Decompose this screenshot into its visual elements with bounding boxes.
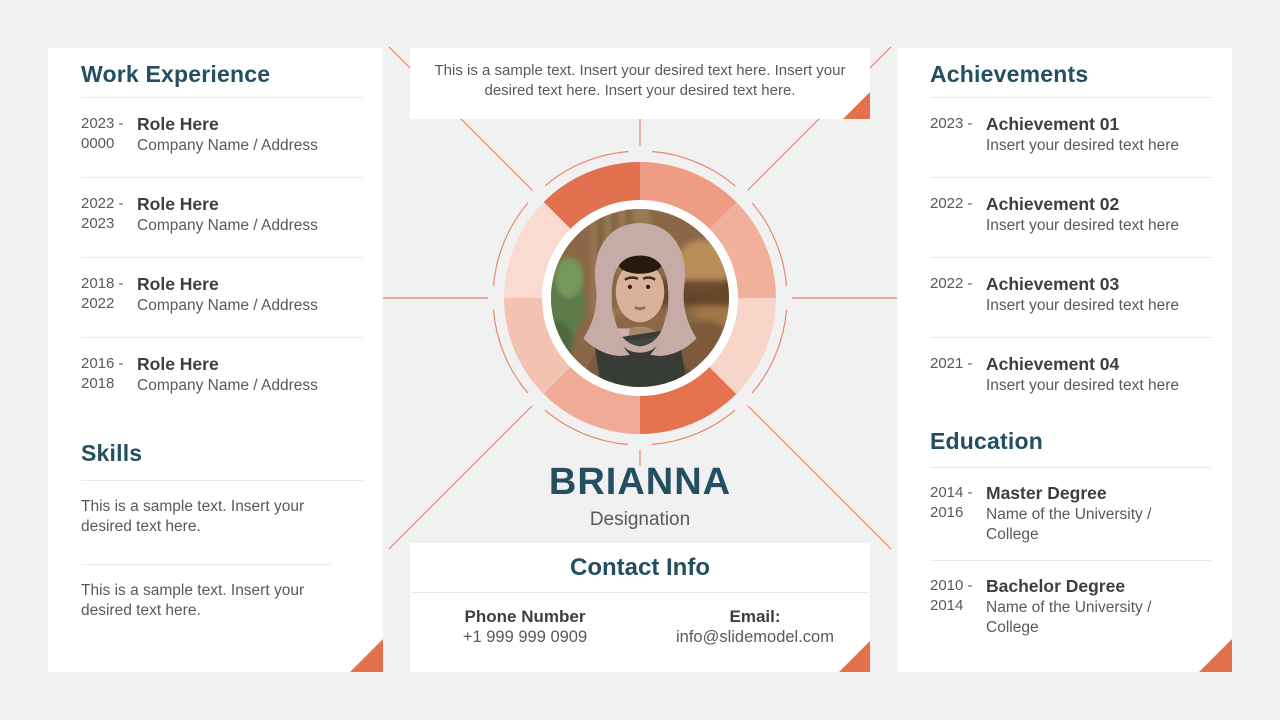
achievement-entry: 2022 - Achievement 03 Insert your desire… (930, 258, 1212, 338)
education-section-header: Education (930, 410, 1212, 468)
entry-year: 2023 - (930, 115, 973, 132)
period-line: 2022 - (81, 195, 124, 212)
entry-period: 2022 - 2023 (81, 194, 137, 257)
period-line: 2023 (81, 215, 115, 232)
contact-phone: Phone Number +1 999 999 0909 (410, 606, 640, 648)
person-designation: Designation (589, 509, 691, 530)
profile-photo (551, 209, 729, 387)
entry-role: Role Here (137, 354, 219, 374)
period-line: 2016 (930, 504, 964, 521)
school-name: Name of the University / College (986, 599, 1152, 636)
achievement-entry: 2023 - Achievement 01 Insert your desire… (930, 98, 1212, 178)
achievement-entry: 2022 - Achievement 02 Insert your desire… (930, 178, 1212, 258)
right-panel: Achievements 2023 - Achievement 01 Inser… (897, 48, 1232, 672)
period-line: 2016 - (81, 355, 124, 372)
achievement-title: Achievement 03 (986, 274, 1120, 294)
period-line: 2010 - (930, 577, 973, 594)
period-line: 2014 - (930, 484, 973, 501)
entry-company: Company Name / Address (137, 297, 318, 314)
period-line: 2018 (81, 375, 115, 392)
email-value: info@slidemodel.com (676, 628, 834, 646)
entry-year: 2022 - (930, 195, 973, 212)
achievement-title: Achievement 04 (986, 354, 1120, 374)
skill-item: This is a sample text. Insert your desir… (81, 582, 305, 619)
entry-period: 2010 - 2014 (930, 576, 986, 654)
phone-value: +1 999 999 0909 (462, 628, 588, 646)
achievement-entry: 2021 - Achievement 04 Insert your desire… (930, 338, 1212, 410)
work-experience-entry: 2022 - 2023 Role Here Company Name / Add… (81, 178, 363, 258)
skills-section-header: Skills (81, 416, 363, 481)
profile-photo-illustration (551, 209, 729, 387)
work-experience-section-header: Work Experience (81, 48, 363, 98)
education-entry: 2014 - 2016 Master Degree Name of the Un… (930, 468, 1212, 561)
achievement-desc: Insert your desired text here (986, 297, 1179, 314)
left-panel: Work Experience 2023 - 0000 Role Here Co… (48, 48, 383, 672)
contact-title: Contact Info (410, 543, 870, 593)
school-name: Name of the University / College (986, 506, 1152, 543)
education-entry: 2010 - 2014 Bachelor Degree Name of the … (930, 561, 1212, 654)
skills-title: Skills (81, 440, 143, 466)
entry-role: Role Here (137, 114, 219, 134)
entry-year: 2021 - (930, 355, 973, 372)
entry-period: 2016 - 2018 (81, 354, 137, 416)
entry-year: 2022 - (930, 275, 973, 292)
achievement-desc: Insert your desired text here (986, 377, 1179, 394)
achievements-section-header: Achievements (930, 48, 1212, 98)
email-label: Email: (729, 607, 781, 626)
achievement-desc: Insert your desired text here (986, 137, 1179, 154)
entry-role: Role Here (137, 194, 219, 214)
entry-company: Company Name / Address (137, 137, 318, 154)
period-line: 2014 (930, 597, 964, 614)
work-experience-entry: 2018 - 2022 Role Here Company Name / Add… (81, 258, 363, 338)
entry-period: 2023 - 0000 (81, 114, 137, 177)
achievement-title: Achievement 02 (986, 194, 1120, 214)
work-experience-entry: 2016 - 2018 Role Here Company Name / Add… (81, 338, 363, 416)
contact-email: Email: info@slidemodel.com (640, 606, 870, 648)
intro-card: This is a sample text. Insert your desir… (410, 48, 870, 119)
degree-title: Master Degree (986, 483, 1107, 503)
achievement-desc: Insert your desired text here (986, 217, 1179, 234)
entry-role: Role Here (137, 274, 219, 294)
skill-item: This is a sample text. Insert your desir… (81, 481, 331, 565)
period-line: 2018 - (81, 275, 124, 292)
entry-company: Company Name / Address (137, 377, 318, 394)
entry-period: 2014 - 2016 (930, 483, 986, 560)
period-line: 2022 (81, 295, 115, 312)
entry-period: 2018 - 2022 (81, 274, 137, 337)
person-name: BRIANNA (548, 461, 732, 503)
education-title: Education (930, 428, 1043, 454)
achievement-title: Achievement 01 (986, 114, 1120, 134)
intro-text: This is a sample text. Insert your desir… (434, 62, 846, 99)
contact-card: Contact Info Phone Number +1 999 999 090… (410, 543, 870, 672)
degree-title: Bachelor Degree (986, 576, 1126, 596)
period-line: 0000 (81, 135, 115, 152)
work-experience-entry: 2023 - 0000 Role Here Company Name / Add… (81, 98, 363, 178)
phone-label: Phone Number (464, 607, 586, 626)
achievements-title: Achievements (930, 61, 1089, 87)
entry-company: Company Name / Address (137, 217, 318, 234)
period-line: 2023 - (81, 115, 124, 132)
work-experience-title: Work Experience (81, 61, 271, 87)
